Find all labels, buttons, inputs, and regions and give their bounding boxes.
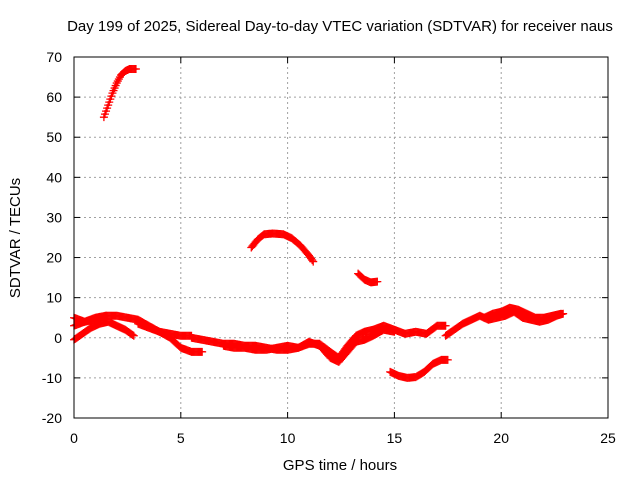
y-tick-label: -10 (42, 370, 62, 386)
chart-title: Day 199 of 2025, Sidereal Day-to-day VTE… (67, 18, 613, 35)
data-point (443, 355, 452, 364)
data-point (390, 327, 399, 336)
x-tick-label: 15 (387, 430, 403, 446)
data-point (128, 331, 137, 340)
data-points (70, 65, 568, 382)
y-tick-label: 70 (46, 49, 62, 65)
x-tick-label: 10 (280, 430, 296, 446)
y-tick-label: -20 (42, 410, 62, 426)
data-point (131, 65, 140, 74)
data-point (112, 79, 121, 88)
data-point (373, 277, 382, 286)
x-tick-label: 0 (70, 430, 78, 446)
plot-frame (73, 56, 609, 419)
y-tick-label: 50 (46, 129, 62, 145)
x-axis-label: GPS time / hours (283, 457, 397, 474)
data-point (114, 75, 123, 84)
y-tick-label: 40 (46, 169, 62, 185)
data-point (441, 321, 450, 330)
y-tick-label: 0 (54, 330, 62, 346)
y-tick-label: 30 (46, 209, 62, 225)
y-tick-label: 60 (46, 89, 62, 105)
y-tick-label: 20 (46, 250, 62, 266)
y-axis-label: SDTVAR / TECUs (7, 178, 24, 298)
x-tick-label: 25 (600, 430, 616, 446)
data-point (113, 77, 122, 86)
grid (74, 57, 608, 418)
data-point (557, 309, 566, 318)
data-point (198, 347, 207, 356)
y-tick-labels: -20 -10 0 10 20 30 40 50 60 70 (42, 49, 62, 426)
x-tick-label: 5 (177, 430, 185, 446)
data-point (309, 257, 318, 266)
data-point (129, 331, 138, 340)
data-point (308, 256, 317, 265)
x-tick-labels: 0 5 10 15 20 25 (70, 430, 616, 446)
data-point (102, 311, 111, 320)
y-tick-label: 10 (46, 290, 62, 306)
axis-ticks (73, 56, 609, 419)
x-tick-label: 20 (493, 430, 509, 446)
